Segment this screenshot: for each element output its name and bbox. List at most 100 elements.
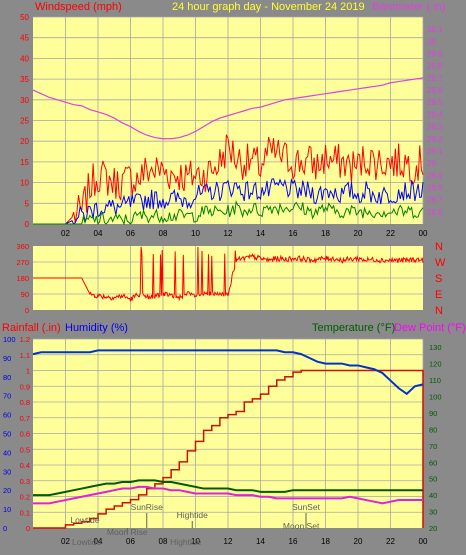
rainfall-tick-label: 0.4 [20,461,30,470]
humidity-axis-label: Humidity (%) [65,322,128,334]
windspeed-tick-label: 25 [20,117,29,126]
wind-time-tick-label: 16 [289,229,298,238]
barometer-tick-label: 28.9 [427,171,443,180]
bottom-lowtide-annotation: Lowtide [72,537,102,547]
barometer-tick-label: 29.8 [427,62,443,71]
windspeed-tick-label: 40 [20,54,29,63]
graph-title: 24 hour graph day - November 24 2019 [172,1,365,13]
climate-time-tick-label: 14 [256,537,265,546]
windspeed-tick-labels: 0 5 10 15 20 25 30 35 40 45 50 [20,13,29,229]
barometer-tick-label: 29 [427,159,436,168]
temperature-tick-label: 60 [429,458,437,467]
barometer-tick-label: 30 [427,37,436,46]
rainfall-tick-label: 0.7 [20,414,30,423]
temperature-axis-label: Temperature (°F) [312,322,395,334]
wind-series [32,77,424,226]
humidity-tick-label: 60 [3,411,11,420]
humidity-tick-label: 100 [3,335,16,344]
lowtide-annotation: Lowtide [70,515,100,525]
humidity-tick-label: 50 [3,430,11,439]
temperature-tick-label: 110 [429,376,441,385]
windspeed-tick-label: 0 [25,220,30,229]
windspeed-tick-label: 5 [25,199,30,208]
humidity-tick-label: 90 [3,354,11,363]
moonset-annotation: Moon Set [283,521,320,531]
temperature-tick-label: 50 [429,475,437,484]
barometer-tick-label: 30.1 [427,25,443,34]
climate-time-tick-label: 08 [159,537,168,546]
barometer-tick-label: 29.9 [427,50,443,59]
temperature-tick-label: 70 [429,442,437,451]
windspeed-tick-label: 15 [20,158,29,167]
rainfall-tick-label: 0.5 [20,445,30,454]
wind-time-tick-label: 14 [256,229,265,238]
dewpoint-axis-label: Dew Point (°F) [394,322,466,334]
humidity-tick-labels: 0 10 20 30 40 50 60 70 80 90 100 [3,335,16,533]
wind-baro-panel: Windspeed (mph) 24 hour graph day - Nove… [20,1,445,238]
rainfall-tick-label: 1 [26,367,30,376]
direction-series [33,246,424,302]
rainfall-tick-label: 0.3 [20,477,30,486]
climate-series [32,349,424,529]
humidity-tick-label: 20 [3,486,11,495]
direction-degree-label: 180 [16,274,29,283]
climate-time-tick-label: 02 [61,537,70,546]
wind-time-tick-label: 00 [419,229,428,238]
temperature-tick-label: 20 [429,524,437,533]
humidity-tick-label: 0 [3,524,7,533]
windspeed-tick-label: 10 [20,179,29,188]
direction-degree-label: 360 [16,242,29,251]
compass-letter: N [435,305,443,317]
compass-letter: S [435,273,442,285]
wind-time-tick-label: 06 [126,229,135,238]
sunset-annotation: SunSet [292,502,321,512]
direction-degree-labels: 0 90 180 270 360 [16,242,29,315]
windspeed-tick-label: 20 [20,137,29,146]
climate-time-tick-label: 10 [191,537,200,546]
climate-time-tick-label: 22 [386,537,395,546]
temperature-tick-label: 40 [429,491,437,500]
climate-time-tick-label: 12 [224,537,233,546]
climate-time-tick-label: 20 [354,537,363,546]
barometer-tick-label: 29.6 [427,86,443,95]
temperature-tick-labels: 20 30 40 50 60 70 80 90 100 110 120 130 [429,343,442,533]
wind-low-line [33,200,424,226]
temperature-line [33,479,423,497]
dewpoint-line [33,485,423,505]
windspeed-axis-label: Windspeed (mph) [35,1,122,13]
wind-time-tick-label: 08 [159,229,168,238]
wind-high-line [33,134,424,225]
rainfall-tick-label: 0 [26,524,30,533]
barometer-line [32,77,424,140]
windspeed-tick-label: 35 [20,75,29,84]
wind-direction-line [33,246,424,302]
wind-time-tick-label: 10 [191,229,200,238]
compass-letter: E [435,289,442,301]
barometer-tick-label: 29.4 [427,110,443,119]
wind-time-tick-label: 04 [94,229,103,238]
direction-degree-label: 270 [16,258,29,267]
barometer-tick-label: 29.5 [427,98,443,107]
barometer-tick-label: 29.7 [427,74,443,83]
temperature-tick-label: 80 [429,425,437,434]
barometer-tick-labels: 28.6 28.7 28.8 28.9 29 29.1 29.2 29.3 29.4 29.5 29… [427,25,443,217]
climate-time-tick-label: 16 [289,537,298,546]
wind-time-tick-label: 18 [321,229,330,238]
humidity-tick-label: 40 [3,448,11,457]
hightide-annotation: Hightide [177,510,208,520]
rainfall-tick-label: 0.1 [20,508,30,517]
barometer-tick-label: 29.3 [427,123,443,132]
temperature-tick-label: 90 [429,409,437,418]
windspeed-tick-label: 30 [20,96,29,105]
barometer-tick-label: 28.6 [427,208,443,217]
compass-letter: W [435,257,446,269]
climate-time-tick-label: 06 [126,537,135,546]
climate-time-tick-label: 00 [419,537,428,546]
sunrise-annotation: SunRise [131,502,163,512]
wind-time-tick-label: 12 [224,229,233,238]
rainfall-tick-label: 0.9 [20,382,30,391]
humidity-tick-label: 70 [3,392,11,401]
humidity-line [32,349,424,396]
windspeed-tick-label: 50 [20,13,29,22]
